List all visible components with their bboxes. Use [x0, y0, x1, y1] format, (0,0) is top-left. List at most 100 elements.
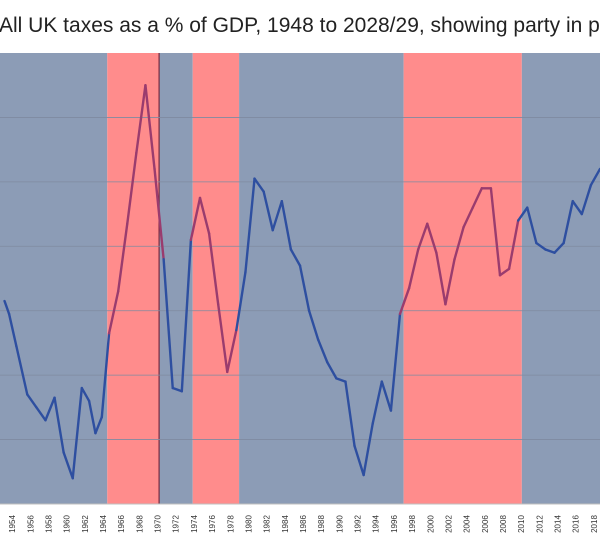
line-segment [498, 267, 511, 277]
line-segment [462, 206, 474, 229]
band-conservative-0 [0, 53, 108, 504]
line-segment [189, 196, 202, 242]
line-segment [335, 377, 347, 383]
line-segment [153, 167, 165, 261]
party-bands [0, 53, 600, 504]
x-tick-label: 1984 [281, 515, 290, 533]
line-segment [171, 386, 184, 393]
line-segment [216, 303, 229, 374]
line-segment [526, 206, 538, 245]
line-segment [180, 238, 193, 393]
x-tick-label: 1998 [408, 515, 417, 533]
line-segment [326, 361, 338, 380]
line-segment [553, 241, 565, 254]
line-segment [544, 248, 556, 254]
x-tick-label: 1966 [117, 515, 126, 533]
x-tick-label: 1986 [299, 515, 308, 533]
band-conservative-6 [521, 53, 600, 504]
x-tick-label: 2014 [554, 515, 563, 533]
line-segment [407, 248, 420, 290]
line-segment [15, 344, 29, 396]
x-tick-label: 2010 [517, 515, 526, 533]
x-tick-label: 1954 [8, 515, 17, 533]
line-segment [398, 286, 411, 316]
tax-series [3, 84, 600, 480]
line-segment [271, 199, 284, 232]
line-segment [62, 451, 74, 480]
x-tick-label: 1978 [226, 515, 235, 533]
line-segment [426, 222, 438, 254]
line-segment [280, 199, 293, 251]
x-tick-label: 2006 [481, 515, 490, 533]
line-segment [71, 386, 84, 480]
line-segment [253, 177, 265, 193]
line-segment [353, 444, 365, 477]
x-axis: 1954 1956 1958 1960 1962 1964 1966 1968 1970 1972… [0, 503, 600, 533]
x-tick-label: 1964 [99, 515, 108, 533]
line-segment [207, 232, 220, 306]
x-tick-label: 1970 [154, 515, 163, 533]
x-tick-label: 1992 [354, 515, 363, 533]
x-tick-label: 2012 [535, 515, 544, 533]
line-segment [235, 270, 247, 332]
line-segment [26, 393, 38, 409]
chart-title: All UK taxes as a % of GDP, 1948 to 2028… [0, 14, 599, 37]
x-tick-label: 2008 [499, 515, 508, 533]
line-segment [35, 406, 47, 422]
line-segment [80, 386, 91, 403]
gridlines [0, 117, 600, 440]
line-segment [589, 167, 600, 187]
line-segment [135, 84, 147, 155]
x-tick-label: 1956 [26, 515, 35, 533]
line-segment [471, 187, 484, 209]
line-segment [162, 257, 174, 390]
x-tick-label: 1990 [335, 515, 344, 533]
x-tick-label: 1958 [44, 515, 53, 533]
x-tick-label: 1976 [208, 515, 217, 533]
x-tick-label: 1960 [63, 515, 72, 533]
x-tick-label: 1996 [390, 515, 399, 533]
line-segment [453, 225, 465, 261]
x-tick-label: 2002 [444, 515, 453, 533]
line-segment [571, 199, 584, 216]
line-segment [298, 264, 311, 312]
line-segment [262, 190, 274, 232]
line-segment [226, 328, 238, 374]
line-segment [126, 151, 138, 225]
band-conservative-4 [239, 53, 404, 504]
line-segment [53, 396, 65, 454]
band-labour-5 [403, 53, 522, 504]
x-tick-label: 1972 [172, 515, 181, 533]
x-tick-label: 2004 [463, 515, 472, 533]
line-segment [316, 338, 329, 364]
line-segment [116, 222, 129, 293]
x-tick-label: 1980 [244, 515, 253, 533]
line-segment [244, 177, 256, 274]
line-segment [416, 222, 429, 251]
line-segment [516, 206, 529, 222]
x-tick-label: 2016 [572, 515, 581, 533]
x-tick-label: 1962 [81, 515, 90, 533]
band-labour-1 [107, 53, 160, 504]
line-segment [535, 241, 547, 251]
x-tick-label: 1974 [190, 515, 199, 533]
x-tick-label: 1982 [263, 515, 272, 533]
line-segment [107, 290, 120, 335]
line-segment [87, 399, 97, 435]
line-segment [3, 299, 11, 316]
line-segment [380, 380, 393, 412]
line-segment [389, 312, 402, 412]
line-segment [435, 251, 447, 306]
x-tick-label: 2000 [426, 515, 435, 533]
x-tick-label: 1968 [135, 515, 144, 533]
line-segment [444, 257, 456, 306]
line-segment [562, 199, 574, 245]
line-segment [344, 380, 356, 448]
line-segment [94, 415, 104, 435]
x-tick-label: 1988 [317, 515, 326, 533]
line-segment [489, 187, 502, 277]
line-segment [307, 309, 320, 341]
line-segment [100, 332, 111, 419]
line-segment [7, 312, 18, 348]
